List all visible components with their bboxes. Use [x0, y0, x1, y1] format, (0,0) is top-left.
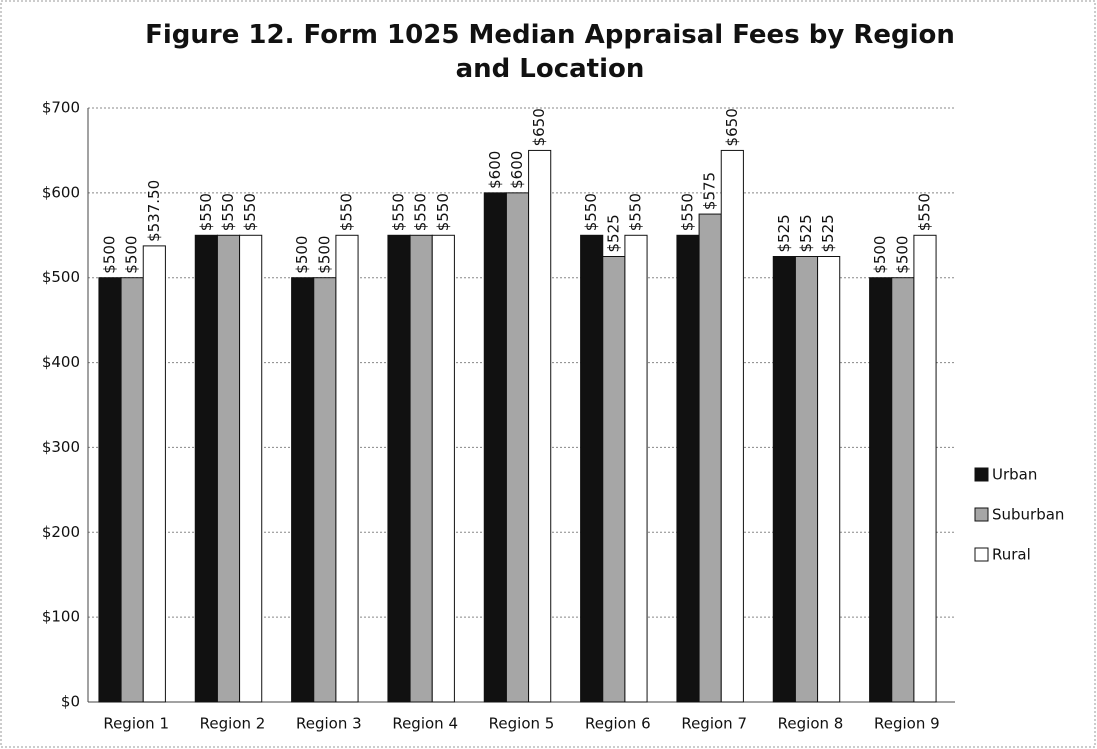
bar — [291, 277, 315, 703]
legend-label: Suburban — [992, 506, 1064, 524]
legend-swatch — [974, 507, 989, 522]
bar — [335, 234, 359, 703]
value-label: $500 — [101, 236, 119, 274]
y-tick-label: $700 — [42, 99, 80, 117]
x-tick-label: Region 2 — [200, 715, 266, 733]
bar — [869, 277, 893, 703]
value-label: $575 — [701, 172, 719, 210]
y-tick-label: $300 — [42, 438, 80, 456]
bar — [120, 277, 144, 703]
bar — [98, 277, 122, 703]
x-tick-label: Region 6 — [585, 715, 651, 733]
value-label: $500 — [871, 236, 889, 274]
y-tick-label: $100 — [42, 608, 80, 626]
value-label: $550 — [582, 193, 600, 231]
bar — [772, 256, 796, 703]
value-label: $550 — [219, 193, 237, 231]
x-tick-label: Region 1 — [103, 715, 169, 733]
chart-title: Figure 12. Form 1025 Median Appraisal Fe… — [145, 20, 955, 84]
legend-label: Urban — [992, 466, 1037, 484]
value-label: $550 — [197, 193, 215, 231]
value-label: $550 — [626, 193, 644, 231]
bar — [624, 234, 648, 703]
value-label: $525 — [775, 214, 793, 252]
value-label: $500 — [315, 236, 333, 274]
x-tick-label: Region 7 — [681, 715, 747, 733]
value-label: $650 — [530, 108, 548, 146]
value-label: $550 — [434, 193, 452, 231]
bar — [676, 234, 700, 703]
value-label: $525 — [819, 214, 837, 252]
value-label: $500 — [293, 236, 311, 274]
bar — [483, 192, 507, 703]
legend-label: Rural — [992, 546, 1031, 564]
bar — [817, 256, 841, 703]
bar — [794, 256, 819, 703]
x-tick-label: Region 9 — [874, 715, 940, 733]
bar — [580, 234, 604, 703]
legend-swatch — [974, 467, 989, 482]
bar — [409, 234, 433, 703]
x-tick-label: Region 8 — [778, 715, 844, 733]
bar — [216, 234, 241, 703]
bar — [313, 277, 337, 703]
y-tick-label: $600 — [42, 183, 80, 201]
bar — [239, 234, 263, 703]
bar — [720, 149, 744, 703]
value-label: $500 — [893, 236, 911, 274]
bar — [602, 256, 626, 703]
value-label: $550 — [412, 193, 430, 231]
value-label: $525 — [604, 214, 622, 252]
y-tick-label: $400 — [42, 353, 80, 371]
bar — [913, 234, 937, 703]
x-tick-label: Region 4 — [392, 715, 458, 733]
value-label: $550 — [241, 193, 259, 231]
bar — [387, 234, 411, 703]
bar — [142, 245, 166, 703]
y-tick-label: $200 — [42, 523, 80, 541]
value-label: $537.50 — [145, 180, 163, 242]
legend-swatch — [974, 547, 989, 562]
value-label: $600 — [486, 151, 504, 189]
bar — [505, 192, 530, 703]
bar — [891, 277, 915, 703]
value-label: $550 — [337, 193, 355, 231]
value-label: $500 — [123, 236, 141, 274]
bar — [194, 234, 218, 703]
value-label: $550 — [679, 193, 697, 231]
value-label: $650 — [723, 108, 741, 146]
bar — [431, 234, 455, 703]
bar — [698, 213, 722, 703]
bar — [528, 149, 552, 703]
x-tick-label: Region 3 — [296, 715, 362, 733]
y-tick-label: $0 — [61, 693, 80, 711]
x-tick-label: Region 5 — [489, 715, 555, 733]
y-tick-label: $500 — [42, 268, 80, 286]
value-label: $525 — [797, 214, 815, 252]
value-label: $600 — [508, 151, 526, 189]
value-label: $550 — [390, 193, 408, 231]
value-label: $550 — [915, 193, 933, 231]
